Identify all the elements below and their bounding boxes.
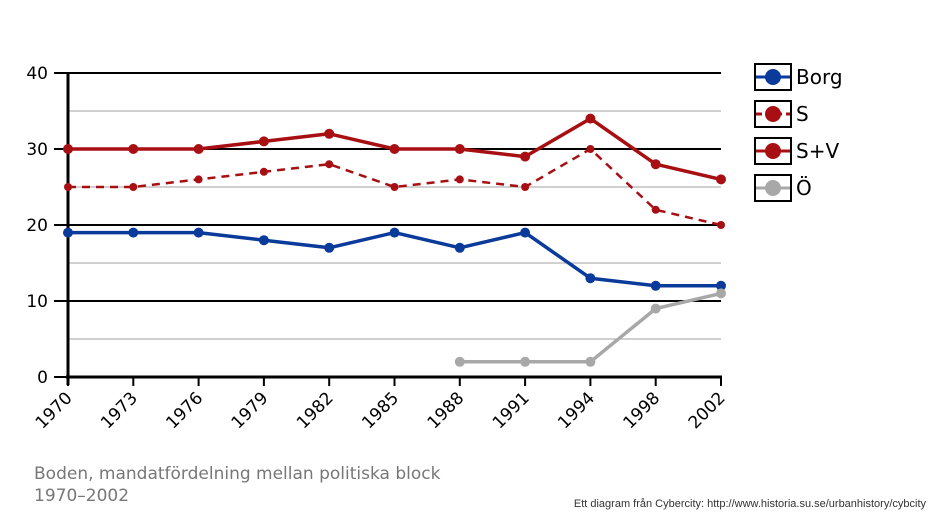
- data-point-borg: [193, 227, 204, 238]
- data-point-s-v: [585, 113, 596, 124]
- data-point-s: [129, 183, 138, 191]
- data-point-borg: [389, 227, 400, 238]
- axes: 0 10 20 30 40 1970 1973 1976 1979 1982 1985 1988 199…: [26, 64, 729, 433]
- data-point-borg: [520, 227, 531, 238]
- data-point-o: [520, 356, 531, 367]
- legend-label-borg: Borg: [796, 65, 843, 89]
- data-point-s: [325, 160, 334, 169]
- data-point-s: [64, 183, 72, 191]
- data-point-borg: [324, 242, 335, 253]
- data-point-o: [716, 288, 726, 299]
- data-point-o: [585, 356, 596, 367]
- series-line-borg: [68, 230, 721, 288]
- data-point-borg: [63, 227, 73, 238]
- source-credit: Ett diagram från Cybercity: http://www.h…: [573, 498, 926, 510]
- data-point-borg: [454, 242, 465, 253]
- data-point-borg: [716, 280, 726, 291]
- y-tick-label: 30: [26, 140, 48, 160]
- data-point-o: [650, 303, 661, 314]
- data-point-s-v: [324, 128, 335, 139]
- x-tick-label: 1994: [554, 388, 599, 433]
- data-point-s: [521, 183, 530, 191]
- legend-swatch-marker: [765, 180, 781, 196]
- series-line-o: [459, 291, 722, 364]
- data-point-s-v: [389, 144, 400, 154]
- data-point-s-v: [716, 174, 726, 185]
- chart-caption: Boden, mandatfördelning mellan politiska…: [34, 464, 441, 506]
- data-point-s: [586, 145, 595, 153]
- x-tick-label: 1985: [358, 388, 403, 433]
- x-tick-label: 1982: [293, 388, 338, 433]
- y-tick-label: 20: [26, 216, 48, 236]
- data-point-s-v: [520, 151, 531, 162]
- x-tick-label: 1973: [97, 388, 142, 433]
- data-point-o: [454, 356, 465, 367]
- legend-label-s: S: [796, 102, 809, 126]
- legend-label-s-v: S+V: [796, 139, 839, 163]
- legend: Borg S S+V Ö: [754, 63, 843, 202]
- data-point-borg: [128, 227, 139, 238]
- x-tick-label: 1979: [228, 388, 273, 433]
- gridlines: [68, 72, 721, 340]
- x-tick-label: 1988: [424, 388, 469, 433]
- x-tick-label: 1991: [489, 388, 534, 433]
- data-point-borg: [650, 280, 661, 291]
- y-tick-label: 40: [26, 64, 48, 84]
- legend-swatch-marker: [765, 69, 781, 85]
- legend-swatch-marker: [765, 143, 781, 159]
- x-tick-label: 2002: [685, 388, 730, 433]
- y-tick-label: 10: [26, 292, 48, 312]
- data-point-s: [390, 183, 399, 191]
- legend-swatch-marker: [765, 106, 781, 122]
- data-point-borg: [585, 273, 596, 284]
- x-tick-label: 1970: [32, 388, 77, 433]
- data-point-s-v: [454, 144, 465, 154]
- data-point-s-v: [650, 159, 661, 170]
- data-point-s-v: [193, 144, 204, 154]
- data-point-borg: [258, 235, 269, 246]
- data-point-s: [651, 205, 660, 214]
- data-point-s: [259, 167, 268, 176]
- x-tick-label: 1976: [162, 388, 207, 433]
- y-tick-label: 0: [37, 368, 48, 388]
- data-point-s-v: [258, 136, 269, 147]
- data-point-s: [455, 175, 464, 184]
- data-point-s-v: [63, 144, 73, 154]
- data-point-s: [194, 175, 203, 184]
- data-point-s: [717, 221, 725, 229]
- series-group: [63, 113, 726, 367]
- data-point-s-v: [128, 144, 139, 154]
- legend-label-o: Ö: [796, 176, 812, 200]
- x-tick-label: 1998: [620, 388, 665, 433]
